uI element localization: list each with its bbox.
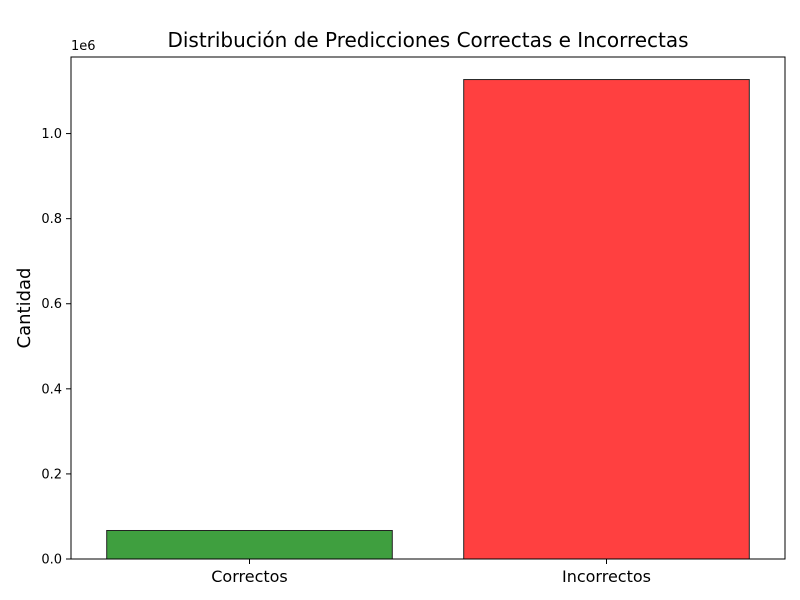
y-axis-offset-label: 1e6 [71, 39, 96, 54]
y-tick-label: 0.4 [41, 382, 62, 397]
bar-correctos [106, 529, 393, 560]
x-axis-ticks: Correctos Incorrectos [211, 559, 651, 586]
y-tick-label: 0.8 [41, 212, 62, 227]
plot-frame [70, 56, 786, 560]
chart-title: Distribución de Predicciones Correctas e… [167, 28, 688, 52]
x-tick-label: Correctos [211, 567, 288, 586]
bars [106, 79, 750, 560]
bar-incorrectos [463, 79, 750, 560]
y-tick-label: 0.0 [41, 553, 62, 568]
y-axis-ticks: 0.0 0.2 0.4 0.6 0.8 1.0 [41, 127, 71, 568]
y-tick-label: 0.6 [41, 297, 62, 312]
y-axis-label: Cantidad [14, 268, 35, 349]
y-tick-label: 0.2 [41, 467, 62, 482]
y-tick-label: 1.0 [41, 127, 62, 142]
x-tick-label: Incorrectos [562, 567, 651, 586]
